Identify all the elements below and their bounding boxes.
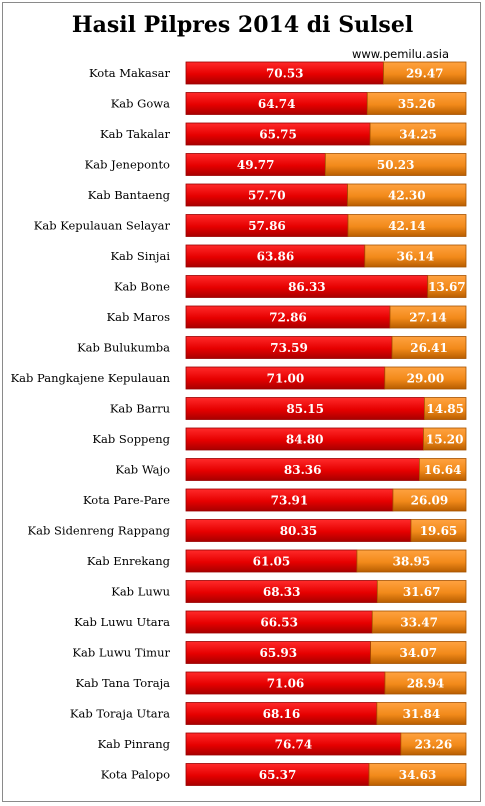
data-label: 36.14 <box>397 250 435 264</box>
data-label: 34.25 <box>399 128 437 142</box>
data-label: 73.91 <box>271 494 309 508</box>
bar-segment-orange <box>364 244 467 268</box>
category-label: Kab Maros <box>107 310 171 324</box>
category-label: Kab Enrekang <box>87 554 171 568</box>
data-label: 71.00 <box>267 372 305 386</box>
data-label: 70.53 <box>266 67 304 81</box>
bar-segment-orange <box>424 397 467 420</box>
data-label: 66.53 <box>260 616 298 630</box>
category-label: Kab Sinjai <box>110 249 170 263</box>
data-label: 84.80 <box>286 433 324 447</box>
bar-segment-orange <box>427 275 467 298</box>
category-label: Kab Bone <box>114 280 170 294</box>
bar-segment-orange <box>410 519 467 542</box>
bar-segment-orange <box>371 610 467 634</box>
data-label: 42.14 <box>388 219 426 233</box>
data-label: 50.23 <box>377 158 415 172</box>
category-label: Kab Bantaeng <box>88 188 171 202</box>
bar-segment-orange <box>392 488 467 512</box>
bar-segment-orange <box>419 458 467 481</box>
data-label: 64.74 <box>258 97 296 111</box>
bar-segment-orange <box>376 580 467 603</box>
category-label: Kab Takalar <box>100 127 170 141</box>
bar-segment-orange <box>423 427 467 451</box>
data-label: 68.33 <box>263 585 301 599</box>
data-label: 31.84 <box>403 707 441 721</box>
data-label: 33.47 <box>400 616 438 630</box>
data-label: 29.00 <box>407 372 445 386</box>
data-label: 86.33 <box>288 280 326 294</box>
data-label: 63.86 <box>257 250 295 264</box>
data-label: 65.93 <box>260 646 298 660</box>
data-label: 57.70 <box>248 189 286 203</box>
category-label: Kab Pangkajene Kepulauan <box>11 371 171 385</box>
data-label: 61.05 <box>253 555 291 569</box>
category-label: Kab Sidenreng Rappang <box>28 524 171 538</box>
data-label: 85.15 <box>286 402 324 416</box>
bar-segment-orange <box>368 763 467 786</box>
data-label: 65.37 <box>259 768 297 782</box>
category-label: Kota Makasar <box>89 66 171 80</box>
chart-title: Hasil Pilpres 2014 di Sulsel <box>71 12 414 38</box>
data-label: 72.86 <box>269 311 307 325</box>
data-label: 29.47 <box>406 67 444 81</box>
bar-segment-orange <box>369 122 467 146</box>
data-label: 42.30 <box>388 189 426 203</box>
category-label: Kab Jeneponto <box>85 158 170 172</box>
category-label: Kab Bulukumba <box>77 341 170 355</box>
data-label: 23.26 <box>415 738 453 752</box>
bar-segment-orange <box>347 183 467 207</box>
data-label: 34.07 <box>400 646 438 660</box>
category-label: Kab Soppeng <box>92 432 170 446</box>
data-label: 26.41 <box>410 341 448 355</box>
data-label: 16.64 <box>424 463 462 477</box>
data-label: 35.26 <box>398 97 436 111</box>
bar-segment-orange <box>324 153 467 176</box>
bar-segment-orange <box>376 702 467 725</box>
chart-source: www.pemilu.asia <box>352 47 450 61</box>
data-label: 57.86 <box>248 219 286 233</box>
category-label: Kab Pinrang <box>98 737 171 751</box>
bar-segment-orange <box>384 366 467 390</box>
data-label: 49.77 <box>237 158 275 172</box>
data-label: 71.06 <box>267 677 305 691</box>
bar-segment-orange <box>356 549 467 573</box>
category-label: Kab Kepulauan Selayar <box>34 219 171 233</box>
data-label: 13.67 <box>428 280 466 294</box>
data-label: 19.65 <box>420 524 458 538</box>
category-label: Kab Barru <box>110 402 170 416</box>
bar-segment-orange <box>347 214 467 237</box>
category-label: Kab Wajo <box>115 463 170 477</box>
data-label: 15.20 <box>426 433 464 447</box>
data-label: 65.75 <box>259 128 297 142</box>
data-label: 80.35 <box>280 524 318 538</box>
category-label: Kab Gowa <box>111 97 170 111</box>
category-label: Kab Luwu <box>111 585 170 599</box>
category-label: Kab Luwu Utara <box>74 615 170 629</box>
bar-segment-orange <box>383 61 467 85</box>
bar-segment-orange <box>366 92 467 115</box>
category-label: Kab Toraja Utara <box>70 707 170 721</box>
data-label: 14.85 <box>426 402 464 416</box>
category-label: Kab Luwu Timur <box>72 646 170 660</box>
data-label: 83.36 <box>284 463 322 477</box>
data-label: 27.14 <box>409 311 447 325</box>
data-label: 34.63 <box>399 768 437 782</box>
data-label: 31.67 <box>403 585 441 599</box>
bar-segment-orange <box>370 641 467 664</box>
category-label: Kab Tana Toraja <box>76 676 171 690</box>
data-label: 26.09 <box>411 494 449 508</box>
data-label: 38.95 <box>393 555 431 569</box>
data-label: 73.59 <box>270 341 308 355</box>
bar-segment-orange <box>389 305 467 329</box>
bar-segment-orange <box>400 732 467 756</box>
bar-segment-orange <box>384 671 467 695</box>
data-label: 76.74 <box>275 738 313 752</box>
category-label: Kota Pare-Pare <box>83 493 170 507</box>
bar-segment-orange <box>391 336 467 359</box>
data-label: 28.94 <box>407 677 445 691</box>
data-label: 68.16 <box>263 707 301 721</box>
category-label: Kota Palopo <box>101 768 170 782</box>
